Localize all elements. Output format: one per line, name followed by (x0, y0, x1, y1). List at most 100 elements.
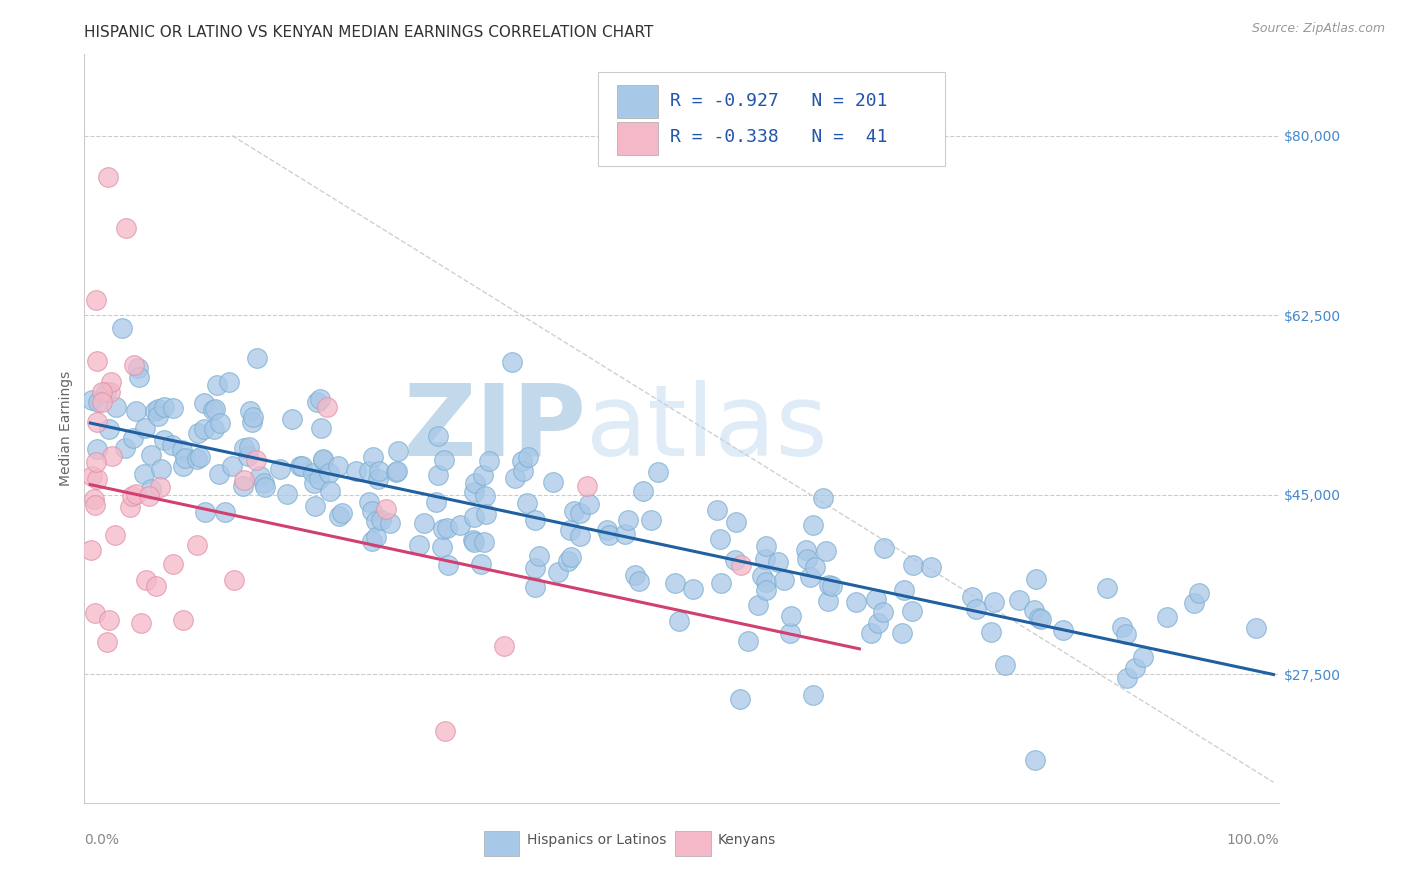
Point (304, 499, 326, 513)
Point (724, 516, 747, 530)
Point (596, 523, 619, 537)
Point (515, 496, 537, 510)
Point (83, 491, 105, 506)
Text: R = -0.927   N = 201: R = -0.927 N = 201 (671, 93, 887, 111)
Point (162, 557, 184, 571)
Point (754, 552, 776, 566)
Point (436, 558, 458, 572)
Point (319, 483, 342, 498)
Point (129, 615, 152, 630)
Point (238, 449, 260, 463)
Point (366, 514, 388, 528)
Point (845, 595, 868, 609)
Point (160, 438, 183, 452)
Point (249, 469, 271, 483)
Point (80, 543, 103, 558)
Point (207, 378, 229, 392)
Text: atlas: atlas (586, 380, 828, 476)
Point (149, 480, 172, 494)
Point (361, 504, 384, 518)
Point (728, 691, 751, 706)
Point (616, 513, 638, 527)
Point (202, 403, 225, 417)
Point (1095, 581, 1118, 595)
Point (186, 538, 208, 552)
Point (859, 626, 882, 640)
Point (430, 540, 453, 554)
Point (104, 528, 127, 542)
Point (865, 592, 887, 607)
Point (773, 573, 796, 587)
Point (84, 293, 107, 307)
Point (821, 579, 844, 593)
Point (221, 459, 243, 474)
Point (208, 467, 231, 481)
Point (1024, 753, 1046, 767)
Point (425, 495, 447, 509)
Point (246, 351, 269, 366)
Point (755, 582, 778, 597)
Point (994, 657, 1017, 672)
Point (569, 506, 592, 520)
Point (122, 432, 145, 446)
Point (153, 401, 176, 415)
Point (1182, 596, 1205, 610)
Point (472, 535, 495, 549)
Point (682, 582, 704, 596)
Point (804, 559, 827, 574)
Point (239, 404, 262, 418)
Point (269, 462, 291, 476)
Point (122, 358, 145, 372)
Point (541, 475, 564, 490)
Point (366, 530, 388, 544)
Point (187, 425, 209, 440)
Point (172, 613, 194, 627)
Point (94, 385, 117, 400)
Point (367, 473, 389, 487)
Point (344, 465, 367, 479)
Point (578, 498, 600, 512)
Point (560, 550, 582, 565)
Point (432, 453, 454, 467)
Point (240, 415, 263, 429)
Point (162, 401, 184, 415)
Point (80, 393, 103, 408)
Point (97, 169, 120, 184)
Point (141, 448, 163, 462)
Point (436, 521, 458, 535)
Point (755, 539, 778, 553)
Point (815, 543, 838, 558)
Point (148, 401, 170, 416)
Point (328, 508, 350, 523)
Point (326, 458, 349, 473)
Point (494, 639, 516, 653)
Point (631, 483, 654, 498)
Point (222, 574, 245, 588)
Point (613, 526, 636, 541)
Point (962, 591, 984, 605)
Point (1115, 627, 1137, 641)
Point (90, 394, 112, 409)
Point (80, 469, 103, 483)
Point (86, 442, 108, 456)
Point (470, 558, 492, 572)
Point (811, 491, 834, 505)
Point (312, 453, 335, 467)
Point (253, 476, 276, 491)
Text: 0.0%: 0.0% (84, 833, 120, 847)
Point (512, 454, 534, 468)
Point (193, 422, 215, 436)
Point (84, 498, 107, 512)
Point (1052, 623, 1074, 637)
Point (560, 523, 582, 537)
Text: R = -0.338   N =  41: R = -0.338 N = 41 (671, 128, 887, 146)
Point (202, 422, 225, 436)
Point (1028, 611, 1050, 625)
Point (124, 404, 146, 418)
Point (96, 635, 118, 649)
Point (432, 522, 454, 536)
Point (1116, 672, 1139, 686)
Point (281, 411, 304, 425)
Point (135, 574, 157, 588)
Point (965, 602, 987, 616)
